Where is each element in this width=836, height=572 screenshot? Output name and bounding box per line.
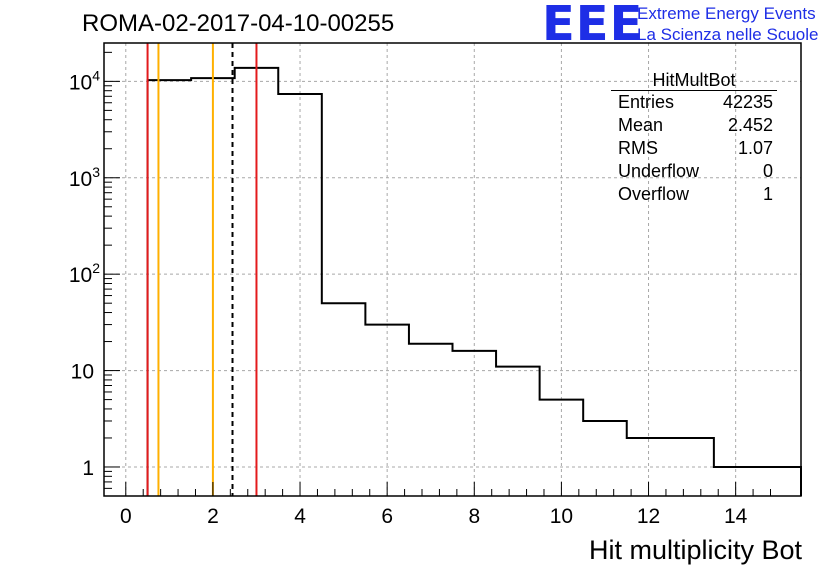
stats-row-underflow: Underflow 0 xyxy=(611,160,777,183)
x-tick-label: 10 xyxy=(550,505,573,528)
logo-caption: Extreme Energy Events La Scienza nelle S… xyxy=(637,3,818,45)
x-tick-label: 14 xyxy=(724,505,748,528)
x-tick-label: 8 xyxy=(468,505,480,528)
stats-row-entries: Entries 42235 xyxy=(611,91,777,114)
stats-row-mean: Mean 2.452 xyxy=(611,114,777,137)
logo-caption-line2: La Scienza nelle Scuole xyxy=(637,25,819,44)
histogram-outline xyxy=(146,66,802,496)
x-tick-label: 12 xyxy=(637,505,660,528)
x-tick-label: 2 xyxy=(207,505,219,528)
stats-row-overflow: Overflow 1 xyxy=(611,183,777,206)
y-tick-label: 104 xyxy=(69,67,100,94)
stats-value: 2.452 xyxy=(727,115,773,135)
x-tick-label: 6 xyxy=(381,505,393,528)
logo-caption-line1: Extreme Energy Events xyxy=(637,4,816,23)
x-axis-label: Hit multiplicity Bot xyxy=(588,535,802,565)
stats-value: 1 xyxy=(762,184,773,204)
stats-label: Entries xyxy=(618,92,675,112)
histogram-bin xyxy=(148,80,192,496)
histogram-bin xyxy=(583,421,627,496)
stats-label: Overflow xyxy=(618,184,690,204)
stats-value: 42235 xyxy=(722,92,773,112)
stats-label: RMS xyxy=(618,138,658,158)
x-tick-label: 0 xyxy=(120,505,132,528)
stats-label: Mean xyxy=(618,115,664,135)
stats-box: HitMultBot Entries 42235 Mean 2.452 RMS … xyxy=(611,70,777,206)
y-tick-label: 1 xyxy=(82,457,94,480)
y-tick-label: 102 xyxy=(69,260,100,287)
stats-value: 0 xyxy=(762,161,773,181)
plot-frame xyxy=(103,42,802,497)
stats-value: 1.07 xyxy=(737,138,773,158)
stats-title: HitMultBot xyxy=(611,70,777,91)
y-tick-label: 103 xyxy=(69,164,100,191)
stats-label: Underflow xyxy=(618,161,700,181)
eee-logo: EEE xyxy=(542,0,644,52)
histogram-bin xyxy=(409,344,453,496)
histogram-bin xyxy=(496,367,540,496)
histogram-bin xyxy=(714,467,801,496)
stats-row-rms: RMS 1.07 xyxy=(611,137,777,160)
x-tick-label: 4 xyxy=(294,505,306,528)
run-title: ROMA-02-2017-04-10-00255 xyxy=(82,10,395,37)
y-tick-label: 10 xyxy=(71,361,94,384)
